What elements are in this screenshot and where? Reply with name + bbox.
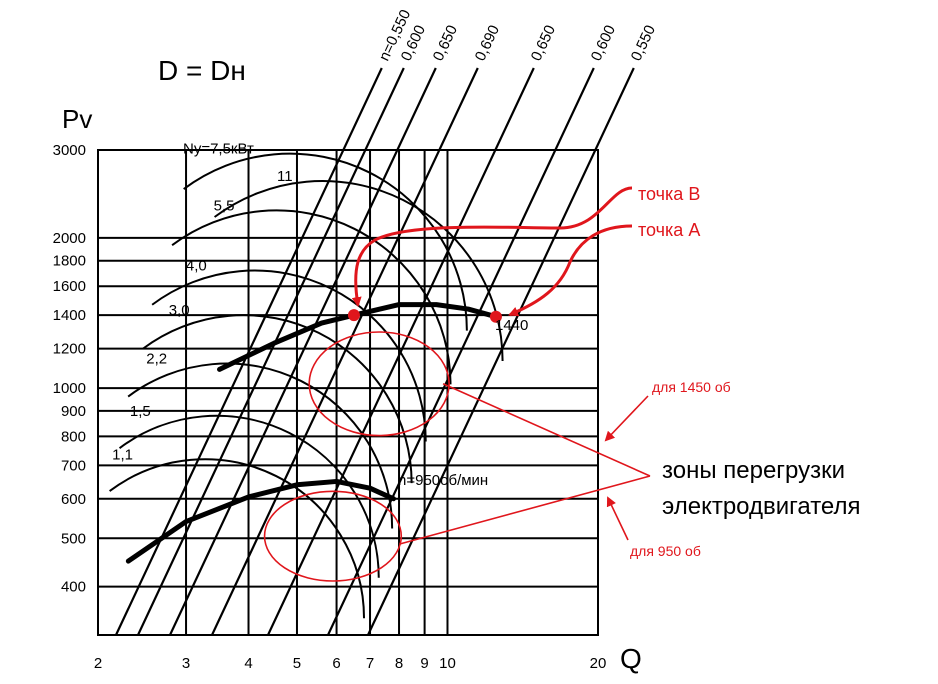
x-axis-label: Q bbox=[620, 643, 642, 674]
y-axis-label: Pv bbox=[62, 104, 92, 134]
chart-title: D = Dн bbox=[158, 55, 246, 86]
operating-curve bbox=[217, 302, 499, 372]
y-tick-label: 1000 bbox=[53, 380, 86, 397]
power-curve bbox=[118, 414, 380, 578]
x-tick-label: 3 bbox=[182, 655, 190, 672]
efficiency-label: 0,650 bbox=[528, 22, 559, 63]
efficiency-line-ext bbox=[494, 67, 535, 151]
y-tick-label: 1400 bbox=[53, 307, 86, 324]
arrow-950 bbox=[606, 496, 629, 541]
efficiency-line bbox=[327, 150, 557, 635]
y-tick-label: 2000 bbox=[53, 230, 86, 247]
x-tick-label: 10 bbox=[439, 655, 456, 672]
power-label: 2,2 bbox=[146, 351, 167, 368]
leader-zone-2 bbox=[399, 475, 651, 545]
power-label: 1,1 bbox=[112, 446, 133, 463]
y-tick-label: 1800 bbox=[53, 253, 86, 270]
y-tick-label: 800 bbox=[61, 428, 86, 445]
operating-curves bbox=[125, 302, 499, 564]
operating-curve bbox=[125, 478, 397, 564]
x-tick-label: 6 bbox=[332, 655, 340, 672]
power-curves bbox=[109, 152, 504, 619]
efficiency-line bbox=[137, 150, 367, 635]
zone-1450-label: для 1450 об bbox=[652, 379, 731, 395]
efficiency-label: 0,650 bbox=[430, 22, 461, 63]
power-label: 4,0 bbox=[186, 258, 207, 275]
power-curve bbox=[109, 458, 366, 619]
overload-zones bbox=[263, 331, 450, 582]
x-tick-label: 9 bbox=[420, 655, 428, 672]
efficiency-line bbox=[267, 150, 497, 635]
y-tick-label: 3000 bbox=[53, 142, 86, 159]
power-label: Ny=7,5кВт bbox=[183, 141, 254, 158]
power-curve bbox=[213, 180, 504, 362]
y-tick-label: 1600 bbox=[53, 278, 86, 295]
label-1440: 1440 bbox=[495, 317, 528, 334]
power-curve bbox=[151, 269, 427, 442]
leader-zone-1 bbox=[442, 383, 651, 477]
overload-label-line1: зоны перегрузки bbox=[662, 457, 845, 484]
efficiency-line-ext bbox=[554, 67, 595, 151]
y-tick-label: 500 bbox=[61, 530, 86, 547]
efficiency-line-ext bbox=[594, 67, 635, 151]
efficiency-label: 0,550 bbox=[628, 22, 659, 63]
point-b-marker bbox=[347, 309, 360, 322]
tick-labels: 400 500 600 700 800 900 1000 1200 1400 1600 1800 20… bbox=[53, 142, 607, 672]
arrow-point-a bbox=[508, 224, 633, 317]
arrow-point-b bbox=[351, 186, 633, 308]
x-tick-label: 8 bbox=[395, 655, 403, 672]
y-tick-label: 900 bbox=[61, 403, 86, 420]
x-tick-label: 7 bbox=[366, 655, 374, 672]
power-labels: 11 Ny=7,5кВт 5,5 4,0 3,0 2,2 1,5 1,1 bbox=[112, 141, 292, 464]
point-a-label: точка А bbox=[638, 220, 700, 240]
overload-label-line2: электродвигателя bbox=[662, 493, 860, 520]
x-tick-label: 2 bbox=[94, 655, 102, 672]
efficiency-line-ext bbox=[342, 67, 383, 151]
efficiency-line-ext bbox=[364, 67, 405, 151]
zone-950-label: для 950 об bbox=[630, 543, 701, 559]
x-tick-label: 20 bbox=[590, 655, 607, 672]
x-tick-label: 4 bbox=[244, 655, 252, 672]
efficiency-line bbox=[115, 150, 345, 635]
arrow-1450 bbox=[604, 395, 649, 442]
overload-zone bbox=[263, 490, 403, 582]
efficiency-label: 0,600 bbox=[588, 22, 619, 63]
power-label: 5,5 bbox=[214, 197, 235, 214]
y-tick-label: 600 bbox=[61, 491, 86, 508]
power-curve bbox=[142, 314, 413, 484]
efficiency-line-ext bbox=[396, 67, 437, 151]
y-tick-label: 1200 bbox=[53, 341, 86, 358]
point-a-marker bbox=[489, 310, 502, 323]
efficiency-line-ext bbox=[438, 67, 479, 151]
overload-zone bbox=[308, 331, 450, 437]
power-label: 3,0 bbox=[169, 302, 190, 319]
power-label: 1,5 bbox=[130, 403, 151, 420]
x-tick-label: 5 bbox=[293, 655, 301, 672]
label-950: n=950об/мин bbox=[398, 472, 488, 489]
point-b-label: точка В bbox=[638, 184, 700, 204]
annotation-arrows bbox=[347, 186, 651, 545]
power-curve bbox=[183, 152, 468, 331]
power-label: 11 bbox=[277, 168, 293, 185]
y-tick-label: 700 bbox=[61, 457, 86, 474]
power-curve bbox=[171, 209, 452, 385]
efficiency-label: 0,690 bbox=[472, 22, 503, 63]
power-curve bbox=[127, 362, 394, 529]
y-tick-label: 400 bbox=[61, 579, 86, 596]
efficiency-line bbox=[169, 150, 399, 635]
